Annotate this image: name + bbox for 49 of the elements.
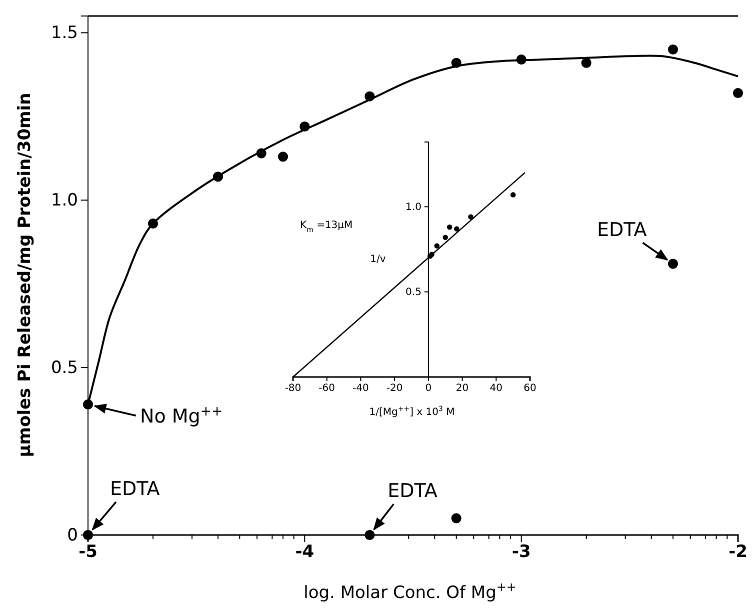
point <box>451 58 462 68</box>
point <box>516 54 526 65</box>
y-tick-label: 1.0 <box>406 202 422 213</box>
x-tick-label: 60 <box>524 383 536 394</box>
point <box>451 513 462 524</box>
point <box>454 226 460 232</box>
y-tick-label: 0 <box>67 525 78 546</box>
point <box>581 58 592 68</box>
y-axis-title: μmoles Pi Released/mg Protein/30min <box>15 92 35 458</box>
x-tick-label: 20 <box>456 383 469 394</box>
point <box>510 192 516 198</box>
annotation: EDTA <box>110 478 160 500</box>
y-tick-label: 1.5 <box>50 23 78 44</box>
x-tick-label: -2 <box>728 542 748 562</box>
point <box>278 152 288 162</box>
point <box>446 224 452 230</box>
y-tick-label: 1.0 <box>50 190 78 211</box>
annotation: EDTA <box>388 480 438 502</box>
point <box>442 234 448 240</box>
point <box>82 399 94 410</box>
x-tick-label: -80 <box>284 383 302 394</box>
x-tick-label: -20 <box>386 383 403 394</box>
x-tick-label: -5 <box>78 542 98 562</box>
y-axis-title: 1/v <box>370 254 386 265</box>
point <box>256 148 266 158</box>
point <box>148 218 158 229</box>
point <box>468 214 474 220</box>
x-tick-label: -3 <box>512 542 531 562</box>
point <box>212 172 224 182</box>
point <box>732 88 744 98</box>
x-tick-label: 40 <box>490 383 503 394</box>
x-tick-label: 0 <box>425 383 432 394</box>
annotation: EDTA <box>597 218 647 241</box>
point <box>668 44 678 55</box>
x-tick-label: -4 <box>295 542 314 562</box>
point <box>668 258 678 269</box>
point <box>300 121 310 132</box>
x-tick-label: -60 <box>318 383 336 394</box>
x-axis-title: 1/[Mg$^{++}$] x 10$^{3}$ M <box>369 405 455 418</box>
point <box>82 530 94 540</box>
annotation: K$_{m}$ =13μM <box>300 220 353 234</box>
x-axis-title: log. Molar Conc. Of Mg$^{++}$ <box>304 580 516 603</box>
y-tick-label: 0.5 <box>50 358 78 378</box>
y-tick-label: 0.5 <box>406 287 422 298</box>
point <box>364 530 375 540</box>
point <box>364 91 375 102</box>
x-tick-label: -40 <box>352 383 369 394</box>
point <box>434 243 440 249</box>
annotation: No Mg$^{++}$ <box>140 404 223 428</box>
